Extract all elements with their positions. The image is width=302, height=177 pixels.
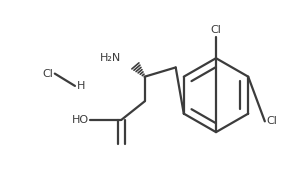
Text: Cl: Cl — [266, 116, 277, 126]
Text: H: H — [76, 81, 85, 91]
Text: H₂N: H₂N — [100, 53, 121, 63]
Text: HO: HO — [72, 115, 89, 125]
Text: Cl: Cl — [210, 25, 221, 35]
Text: Cl: Cl — [42, 69, 53, 79]
